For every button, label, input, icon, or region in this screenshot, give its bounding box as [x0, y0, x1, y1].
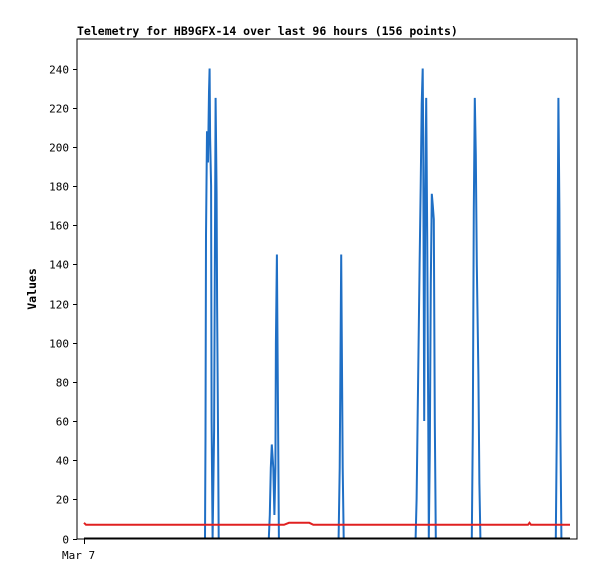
y-tick-label: 0 [62, 534, 69, 547]
chart-title: Telemetry for HB9GFX-14 over last 96 hou… [77, 24, 458, 38]
y-tick-label: 80 [56, 377, 69, 390]
y-axis-label: Values [25, 268, 39, 310]
y-tick-label: 220 [49, 103, 69, 116]
y-axis: 0 20 40 60 80 100 120 140 160 180 200 220 240 [49, 64, 77, 547]
y-tick-label: 160 [49, 220, 69, 233]
series-line-2 [83, 521, 570, 526]
y-tick-label: 180 [49, 181, 69, 194]
y-tick-label: 120 [49, 299, 69, 312]
x-axis: Mar 7 [62, 539, 95, 562]
plot-area [76, 38, 578, 540]
x-tick-label: Mar 7 [62, 549, 95, 562]
y-tick-label: 140 [49, 259, 69, 272]
y-tick-label: 200 [49, 142, 69, 155]
series-layer [83, 68, 570, 540]
y-tick-label: 240 [49, 64, 69, 77]
y-tick-label: 40 [56, 455, 69, 468]
y-tick-label: 60 [56, 416, 69, 429]
y-tick-label: 100 [49, 338, 69, 351]
y-tick-label: 20 [56, 494, 69, 507]
